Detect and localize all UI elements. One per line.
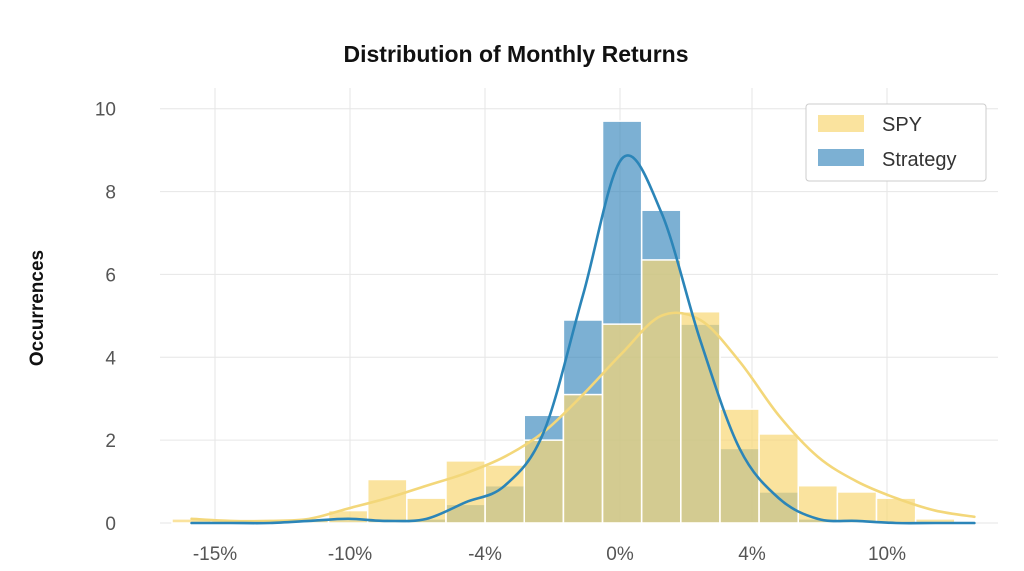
x-tick-label-2: -4% [468, 544, 502, 565]
y-tick-label-0: 0 [105, 514, 116, 535]
spy-bar-7 [445, 460, 486, 524]
chart-title: Distribution of Monthly Returns [344, 41, 689, 67]
legend: SPY Strategy [805, 103, 987, 182]
spy-bar-9 [523, 439, 565, 524]
spy-bar-16 [797, 484, 839, 524]
spy-bar-17 [836, 491, 878, 524]
y-tick-label-5: 10 [95, 100, 116, 121]
legend-label-strategy: Strategy [882, 149, 956, 171]
spy-bar-12 [640, 259, 682, 524]
x-tick-label-5: 10% [868, 544, 906, 565]
y-tick-label-1: 2 [105, 431, 116, 452]
x-tick-label-0: -15% [193, 544, 237, 565]
spy-bar-15 [758, 433, 799, 524]
y-tick-label-2: 4 [105, 348, 116, 369]
spy-bars [171, 259, 956, 524]
y-tick-label-3: 6 [105, 265, 116, 286]
legend-label-spy: SPY [882, 114, 922, 136]
spy-bar-13 [680, 310, 721, 524]
y-tick-label-4: 8 [105, 183, 116, 204]
x-tick-label-3: 0% [606, 544, 634, 565]
tick-labels: 0 2 4 6 8 10 -15% -10% -4% 0% 4% 10% [95, 100, 906, 565]
x-tick-label-1: -10% [328, 544, 372, 565]
x-tick-label-4: 4% [738, 544, 766, 565]
spy-bar-10 [562, 393, 604, 524]
y-axis-label: Occurrences [27, 250, 48, 366]
strategy-kde-line [190, 154, 976, 525]
spy-kde-line [190, 311, 976, 523]
spy-bar-14 [719, 408, 760, 524]
legend-swatch-strategy [818, 149, 864, 166]
legend-swatch-spy [818, 115, 864, 132]
spy-bar-11 [601, 323, 643, 524]
kde-curves [190, 154, 976, 525]
